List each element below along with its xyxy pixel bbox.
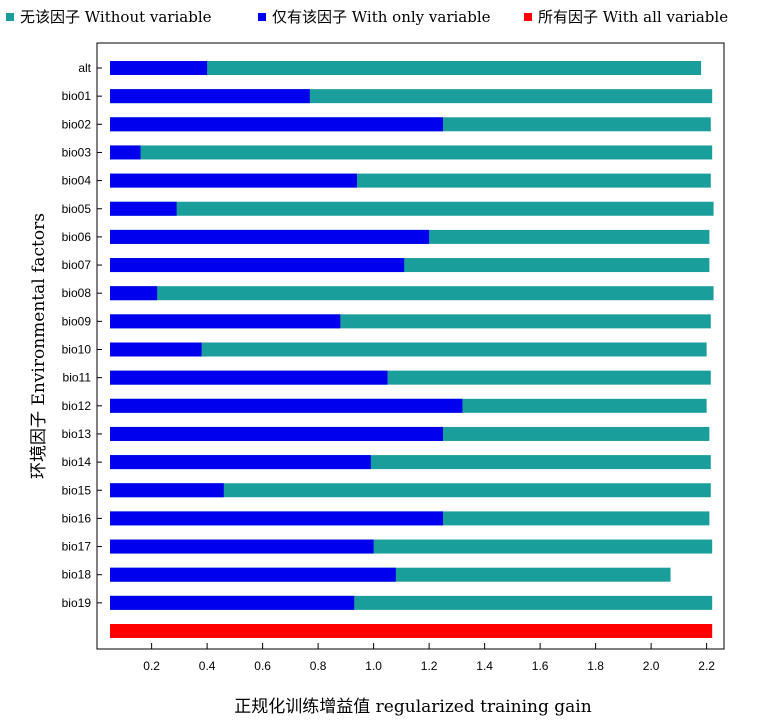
bar-only-bio12: [110, 398, 463, 413]
x-tick-label-1.8: 1.8: [587, 659, 604, 673]
y-tick-label-bio10: bio10: [62, 343, 92, 357]
y-axis-title: 环境因子 Environmental factors: [29, 213, 49, 479]
x-ticks: 0.2 0.4 0.6 0.8 1.0 1.2 1.4 1.6 1.8 2.0 2.2: [143, 643, 715, 673]
x-tick-label-0.4: 0.4: [199, 659, 216, 673]
x-tick-label-1.4: 1.4: [476, 659, 493, 673]
x-axis-title: 正规化训练增益值 regularized training gain: [234, 697, 591, 717]
y-tick-label-alt: alt: [78, 61, 91, 75]
bar-all-variables: [110, 624, 713, 638]
bar-only-bio05: [110, 201, 177, 216]
bar-only-bio15: [110, 483, 224, 498]
y-tick-label-bio07: bio07: [62, 258, 92, 272]
legend-label-2: 所有因子 With all variable: [538, 8, 728, 26]
y-tick-label-bio08: bio08: [62, 286, 92, 300]
bar-only-bio02: [110, 117, 443, 132]
bar-only-bio08: [110, 286, 158, 301]
bar-only-bio19: [110, 595, 355, 610]
bar-without-bio15: [110, 483, 711, 498]
bar-only-bio10: [110, 342, 202, 357]
bar-without-alt: [110, 61, 702, 75]
y-tick-label-bio11: bio11: [63, 371, 92, 385]
legend: 无该因子 Without variable 仅有该因子 With only var…: [6, 8, 728, 26]
y-tick-label-bio16: bio16: [62, 511, 92, 525]
legend-swatch-1: [258, 13, 266, 21]
x-tick-label-1.2: 1.2: [421, 659, 438, 673]
bar-only-bio06: [110, 229, 430, 244]
bars-group: [110, 61, 714, 638]
bar-without-bio03: [110, 145, 713, 160]
y-tick-label-bio03: bio03: [62, 145, 92, 159]
bar-only-bio07: [110, 258, 405, 273]
x-tick-label-1.6: 1.6: [532, 659, 549, 673]
x-tick-label-1.0: 1.0: [365, 659, 382, 673]
y-tick-label-bio18: bio18: [62, 568, 92, 582]
bar-only-bio16: [110, 511, 443, 526]
bar-only-bio13: [110, 426, 443, 441]
y-tick-label-bio05: bio05: [62, 202, 92, 216]
y-tick-label-bio06: bio06: [62, 230, 92, 244]
y-tick-label-bio13: bio13: [62, 427, 92, 441]
bar-only-bio03: [110, 145, 141, 160]
bar-only-bio17: [110, 539, 374, 554]
y-tick-label-bio12: bio12: [62, 399, 92, 413]
x-tick-label-0.6: 0.6: [254, 659, 271, 673]
y-tick-label-bio15: bio15: [62, 483, 92, 497]
legend-swatch-0: [6, 13, 14, 21]
y-tick-label-bio14: bio14: [62, 455, 92, 469]
y-tick-label-bio04: bio04: [62, 174, 92, 188]
y-tick-label-bio02: bio02: [62, 117, 92, 131]
legend-label-0: 无该因子 Without variable: [20, 8, 212, 26]
y-tick-label-bio09: bio09: [62, 314, 92, 328]
y-tick-labels: alt bio01 bio02 bio03 bio04 bio05 bio06 bio07 bi…: [62, 61, 102, 610]
bar-only-bio09: [110, 314, 341, 329]
bar-without-bio10: [110, 342, 707, 357]
y-tick-label-bio17: bio17: [62, 540, 92, 554]
bar-only-bio14: [110, 455, 371, 470]
y-tick-label-bio01: bio01: [62, 89, 92, 103]
bar-without-bio08: [110, 286, 714, 301]
legend-label-1: 仅有该因子 With only variable: [272, 8, 491, 26]
bar-only-alt: [110, 61, 208, 75]
bar-only-bio01: [110, 89, 310, 104]
y-tick-label-bio19: bio19: [62, 596, 92, 610]
x-tick-label-2.2: 2.2: [698, 659, 715, 673]
bar-only-bio11: [110, 370, 388, 385]
x-tick-label-0.2: 0.2: [143, 659, 160, 673]
bar-only-bio04: [110, 173, 357, 188]
plot-area: [96, 42, 725, 650]
bar-without-bio05: [110, 201, 714, 216]
legend-swatch-2: [524, 13, 532, 21]
bar-only-bio18: [110, 567, 396, 582]
x-tick-label-2.0: 2.0: [643, 659, 660, 673]
x-tick-label-0.8: 0.8: [310, 659, 327, 673]
